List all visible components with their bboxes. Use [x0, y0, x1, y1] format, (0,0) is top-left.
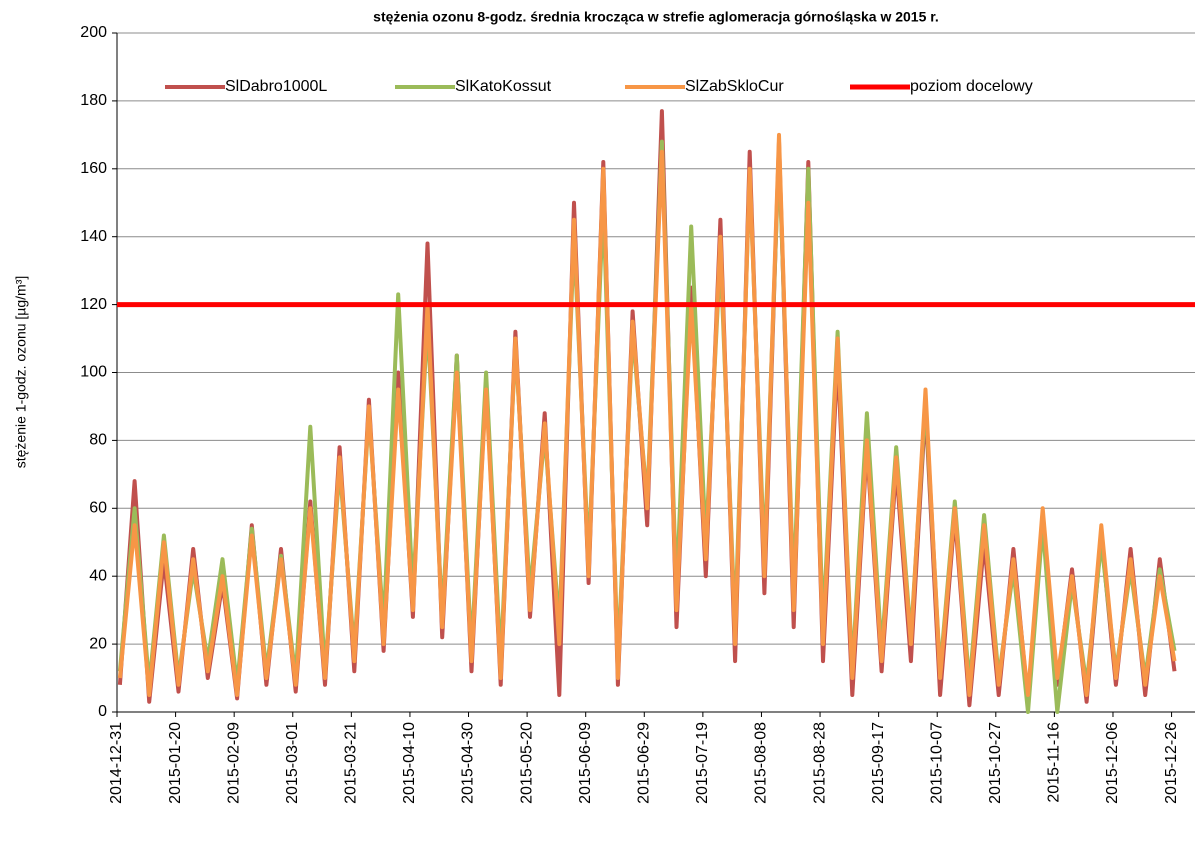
y-tick-label: 0: [98, 703, 107, 720]
y-tick-label: 20: [89, 635, 107, 652]
y-tick-label: 60: [89, 500, 107, 517]
y-tick-label: 80: [89, 432, 107, 449]
legend-label: SlDabro1000L: [225, 78, 327, 95]
y-tick-label: 40: [89, 567, 107, 584]
x-tick-label: 2015-01-20: [167, 722, 184, 804]
x-tick-label: 2015-07-19: [694, 722, 711, 804]
x-tick-label: 2015-11-16: [1046, 722, 1063, 803]
x-tick-label: 2015-10-27: [987, 722, 1004, 804]
x-tick-label: 2015-10-07: [928, 722, 945, 804]
y-tick-label: 200: [80, 24, 107, 41]
legend-label: SlKatoKossut: [455, 78, 552, 95]
x-tick-label: 2015-12-06: [1104, 722, 1121, 804]
x-tick-label: 2015-09-17: [870, 722, 887, 804]
y-tick-label: 160: [80, 160, 107, 177]
x-tick-label: 2015-03-01: [284, 722, 301, 804]
legend-label: poziom docelowy: [910, 78, 1033, 95]
y-axis-label: stężenie 1-godz. ozonu [µg/m³]: [13, 276, 29, 469]
series-line: [117, 132, 1177, 697]
y-tick-label: 100: [80, 364, 107, 381]
x-tick-label: 2015-04-30: [460, 722, 477, 804]
series-line: [117, 139, 1177, 714]
x-tick-label: 2015-03-21: [343, 722, 360, 804]
x-tick-label: 2015-06-09: [577, 722, 594, 804]
x-tick-label: 2015-08-08: [753, 722, 770, 804]
series-line: [117, 109, 1177, 708]
x-tick-label: 2015-02-09: [225, 722, 242, 804]
y-tick-label: 180: [80, 92, 107, 109]
x-tick-label: 2015-05-20: [518, 722, 535, 804]
x-tick-label: 2015-04-10: [401, 722, 418, 804]
chart-title: stężenia ozonu 8-godz. średnia krocząca …: [373, 9, 939, 25]
y-tick-label: 120: [80, 296, 107, 313]
y-tick-label: 140: [80, 228, 107, 245]
x-tick-label: 2015-06-29: [636, 722, 653, 804]
x-tick-label: 2014-12-31: [108, 722, 125, 804]
legend-label: SlZabSkloCur: [685, 78, 784, 95]
x-tick-label: 2015-08-28: [811, 722, 828, 804]
x-tick-label: 2015-12-26: [1163, 722, 1180, 804]
